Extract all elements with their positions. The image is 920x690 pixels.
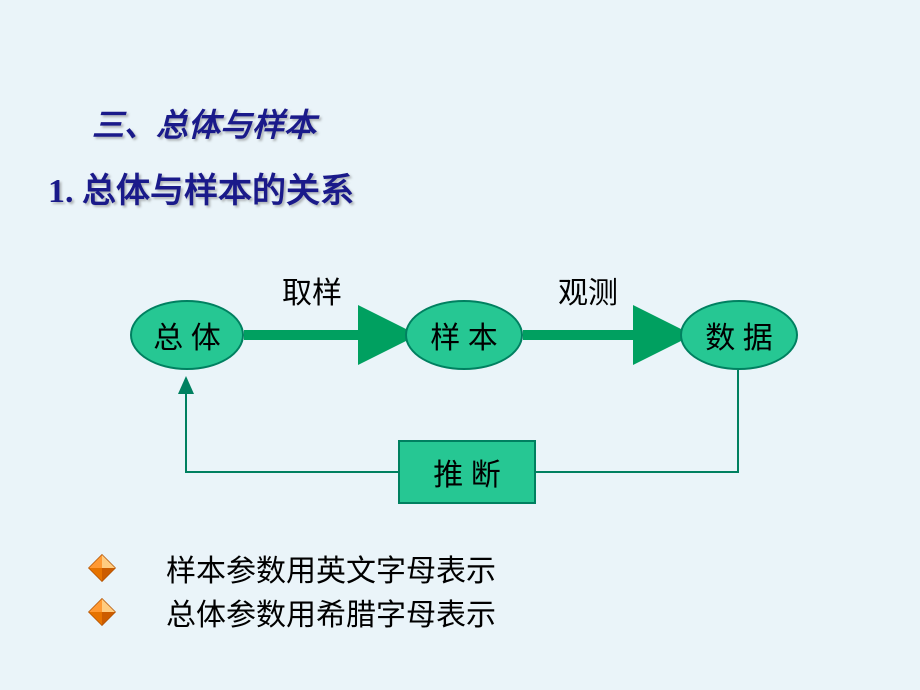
edge-label-observe: 观测: [558, 268, 618, 312]
node-population: 总 体: [130, 300, 244, 370]
node-data-label: 数 据: [705, 313, 773, 357]
node-data: 数 据: [680, 300, 798, 370]
node-sample-label: 样 本: [430, 313, 498, 357]
flowchart-diagram: 总 体 取样 样 本 观测 数 据 推 断: [0, 260, 920, 520]
node-infer-label: 推 断: [433, 450, 501, 494]
bullet-item-2: 总体参数用希腊字母表示: [88, 590, 496, 634]
subsection-title: 总体与样本的关系: [82, 173, 354, 210]
diamond-bullet-icon: [88, 554, 116, 582]
node-sample: 样 本: [405, 300, 523, 370]
node-infer: 推 断: [398, 440, 536, 504]
section-heading: 三、总体与样本: [92, 100, 316, 146]
edge-label-sampling: 取样: [282, 268, 342, 312]
edge-infer-to-population: [186, 378, 398, 472]
subsection-heading: 1. 总体与样本的关系: [48, 163, 354, 212]
subsection-number: 1.: [48, 173, 74, 210]
diamond-bullet-icon: [88, 598, 116, 626]
bullet-item-1: 样本参数用英文字母表示: [88, 546, 496, 590]
bullet-text-1: 样本参数用英文字母表示: [166, 546, 496, 590]
node-population-label: 总 体: [153, 313, 221, 357]
bullet-text-2: 总体参数用希腊字母表示: [166, 590, 496, 634]
edge-data-to-infer: [536, 370, 738, 472]
